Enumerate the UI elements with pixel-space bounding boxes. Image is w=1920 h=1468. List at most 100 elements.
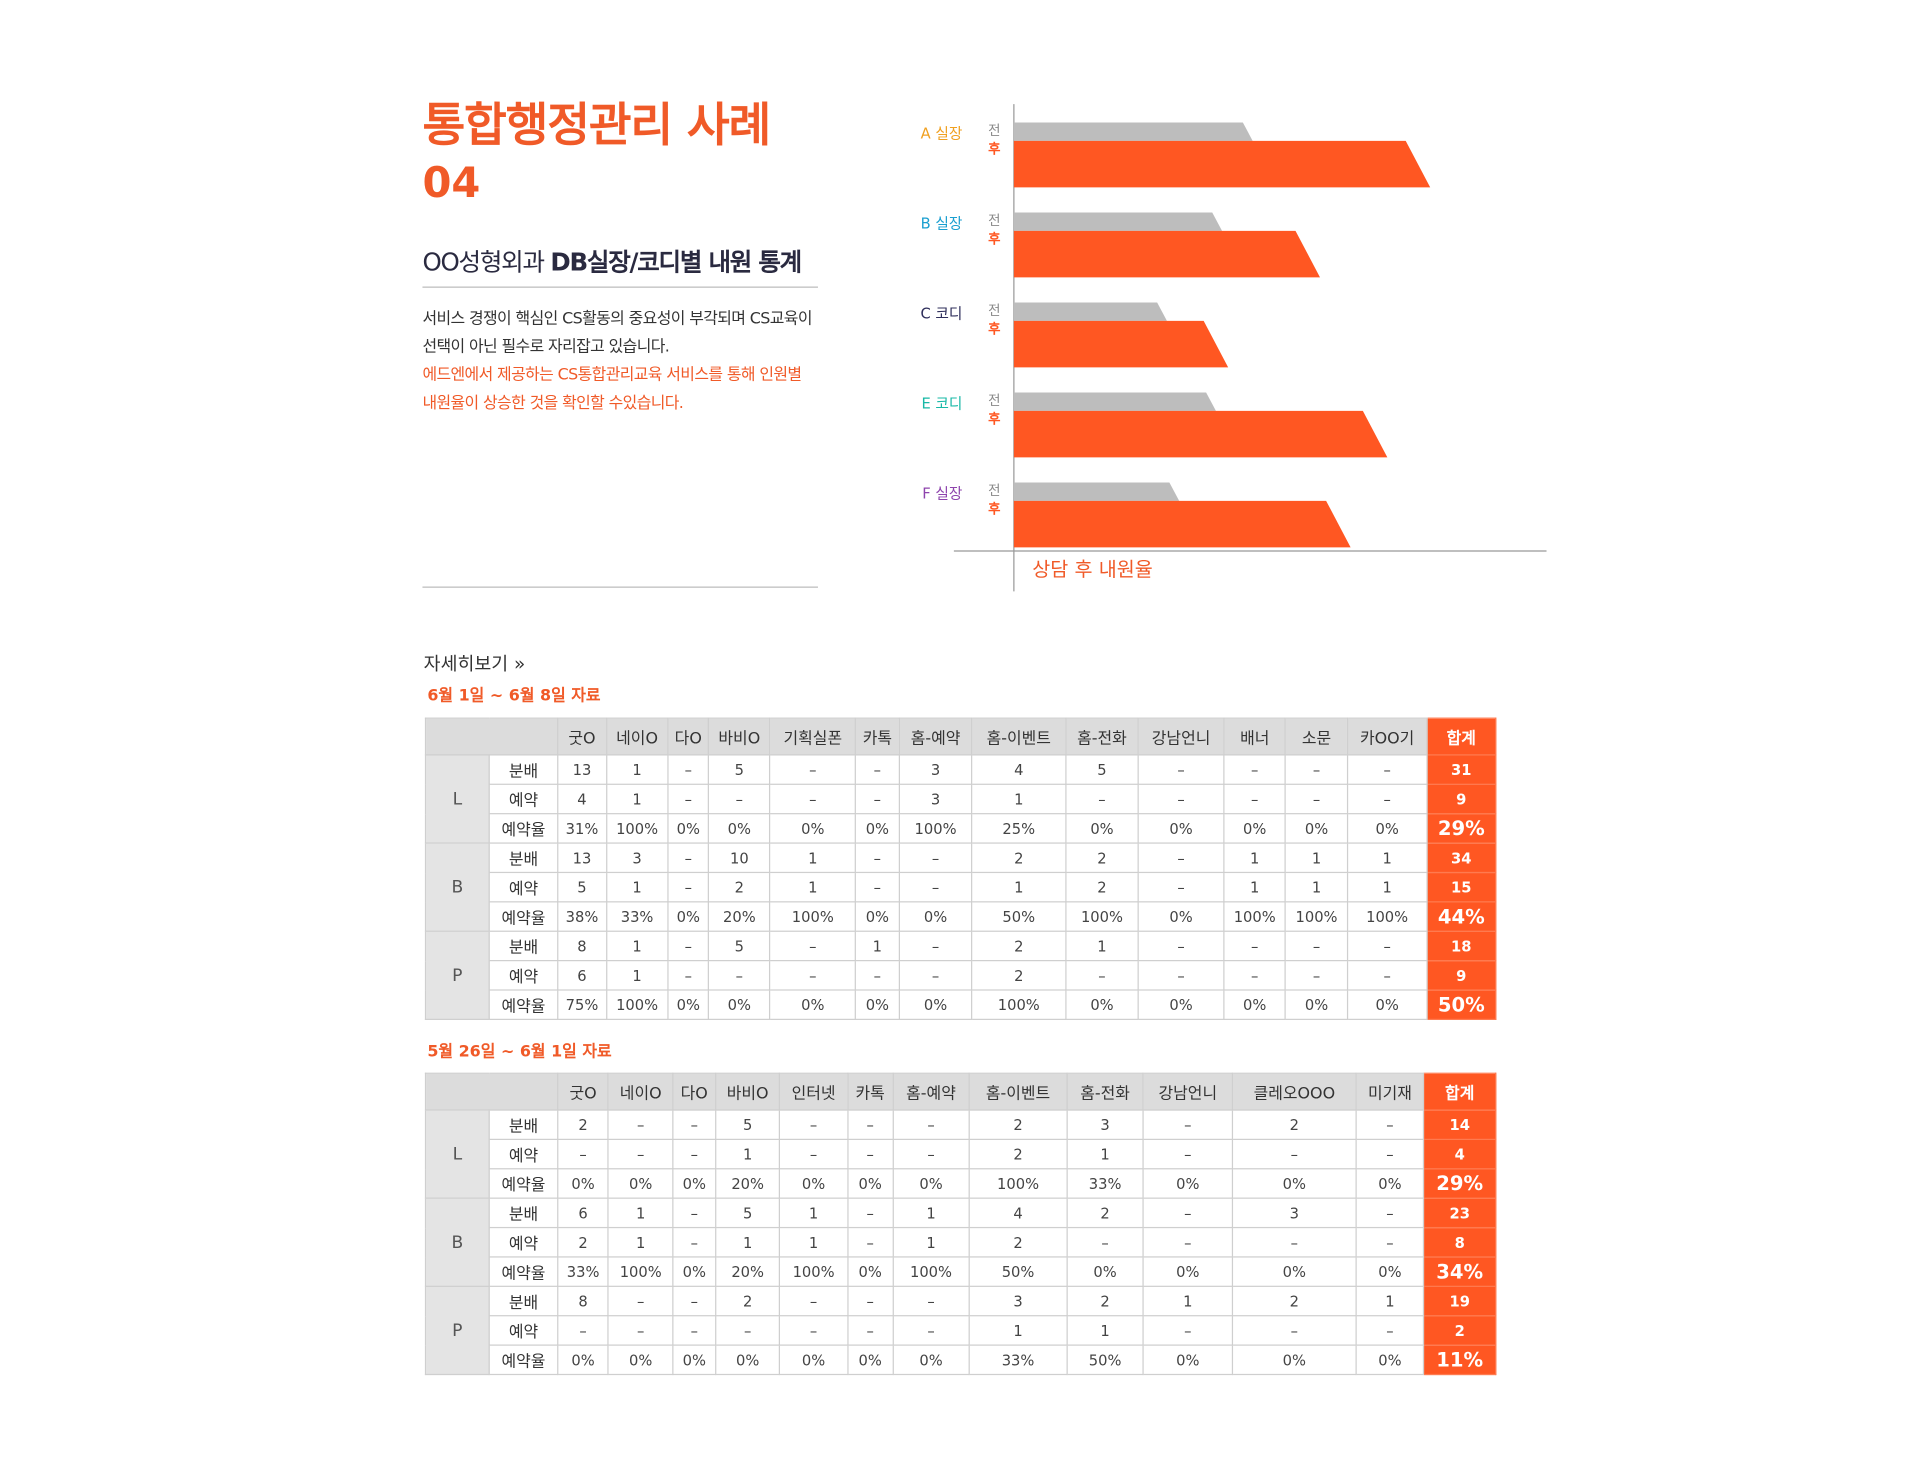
row-label: 예약	[488, 960, 559, 991]
cell: 1	[1223, 842, 1287, 874]
cell: 1	[971, 871, 1067, 903]
cell: 0%	[1355, 1256, 1425, 1287]
group-label: B	[424, 1197, 490, 1287]
cell: 0%	[557, 1168, 610, 1199]
series-label: 전	[988, 483, 1000, 499]
cell: 1	[779, 1197, 848, 1229]
cell: 0%	[1064, 989, 1139, 1021]
column-header: 합계	[1426, 717, 1497, 756]
cell: 1	[605, 783, 669, 815]
cell: 33%	[968, 1344, 1068, 1376]
total-cell: 50%	[1426, 989, 1497, 1021]
column-header: 강남언니	[1142, 1072, 1234, 1111]
cell: 0%	[1346, 989, 1428, 1021]
cell: 100%	[1346, 901, 1428, 932]
cell: –	[672, 1138, 717, 1170]
cell: 5	[707, 930, 771, 962]
cell: –	[672, 1315, 717, 1346]
cell: 2	[971, 842, 1067, 874]
cell: –	[557, 1315, 610, 1346]
cell: 0%	[607, 1344, 674, 1376]
cell: –	[769, 930, 857, 962]
body-line: 서비스 경쟁이 핵심인 CS활동의 중요성이 부각되며 CS교육이	[422, 309, 812, 329]
title: 통합행정관리 사례	[422, 97, 771, 152]
data-row: 예약 – – – – – – –1 1– – –2	[426, 1315, 1497, 1346]
cell: –	[1137, 842, 1225, 874]
cell: 100%	[968, 1168, 1068, 1199]
cell: 2	[1064, 871, 1139, 903]
cell: 0%	[1223, 813, 1287, 844]
column-header: 클레오OOO	[1231, 1072, 1357, 1111]
data-row: P 분배 8 1–5–1–2 1– – – –18	[424, 930, 1497, 1021]
cell: 33%	[557, 1256, 610, 1287]
cell: –	[846, 1315, 894, 1346]
cell: –	[779, 1138, 848, 1170]
total-cell: 23	[1423, 1197, 1497, 1229]
row-label: 예약율	[488, 1256, 559, 1287]
column-header: 인터넷	[779, 1072, 848, 1111]
cell: 0%	[672, 1168, 717, 1199]
data-row: 예약 4 1– – – –3 1– – – – –9	[426, 783, 1497, 815]
cell: 0%	[1137, 901, 1225, 932]
bar-after	[1013, 230, 1321, 278]
cell: –	[667, 783, 710, 815]
series-label: 후	[988, 411, 1000, 427]
cell: 0%	[854, 989, 900, 1021]
total-cell: 34%	[1423, 1256, 1497, 1287]
cell: –	[1285, 754, 1349, 785]
column-header: 다O	[667, 717, 710, 756]
cell: 1	[779, 1226, 848, 1258]
column-header: 홈-이벤트	[968, 1072, 1068, 1111]
cell: 0%	[1285, 813, 1349, 844]
cell: 2	[707, 871, 771, 903]
cell: –	[898, 871, 973, 903]
column-header: 기획실폰	[769, 717, 857, 756]
cell: –	[1223, 960, 1287, 991]
cell: 2	[1066, 1197, 1144, 1229]
series-label: 후	[988, 501, 1000, 517]
column-header: 소문	[1285, 717, 1349, 756]
row-label: 분배	[488, 1197, 559, 1229]
cell: –	[1137, 783, 1225, 815]
data-row: 예약 2 1–1 1–1 2– – – –8	[426, 1226, 1497, 1258]
cell: 1	[769, 871, 857, 903]
bar-before	[1013, 212, 1223, 231]
cell: –	[1231, 1138, 1357, 1170]
group-label: B	[424, 842, 490, 932]
cell: –	[779, 1315, 848, 1346]
category-label: E 코디	[921, 396, 962, 413]
cell: 0%	[1355, 1168, 1425, 1199]
total-cell: 34	[1426, 842, 1497, 874]
cell: 100%	[892, 1256, 970, 1287]
group-label: L	[424, 754, 490, 844]
cell: 0%	[1064, 813, 1139, 844]
cell: 0%	[854, 901, 900, 932]
cell: 0%	[1066, 1256, 1144, 1287]
cell: 1	[971, 783, 1067, 815]
period-label: 6월 1일 ~ 6월 8일 자료	[427, 686, 601, 706]
cell: –	[672, 1285, 717, 1317]
cell: 1	[1346, 842, 1428, 874]
header-row: 굿O 네이O 다O 바비O 인터넷 카톡 홈-예약 홈-이벤트 홈-전화 강남언니 클레오OOO 미기…	[424, 1072, 1497, 1111]
cell: 100%	[898, 813, 973, 844]
cell: –	[1064, 783, 1139, 815]
data-row: L 분배 2– –5– – –2 3–2–14	[424, 1109, 1497, 1199]
subtitle-light: OO성형외과	[422, 247, 545, 277]
cell: 33%	[1066, 1168, 1144, 1199]
cell: –	[1285, 960, 1349, 991]
cell: –	[1142, 1109, 1234, 1141]
cell: –	[707, 783, 771, 815]
cell: 0%	[846, 1344, 894, 1376]
cell: 1	[1285, 871, 1349, 903]
cell: –	[1142, 1226, 1234, 1258]
column-header: 바비O	[707, 717, 771, 756]
cell: –	[1231, 1226, 1357, 1258]
cell: 0%	[1231, 1168, 1357, 1199]
more-link[interactable]: 자세히보기 »	[423, 652, 526, 675]
cell: –	[1137, 871, 1225, 903]
cell: –	[854, 783, 900, 815]
group-label: P	[424, 1285, 490, 1376]
data-row: L 분배 13 1–5– –3 4 5– – – –31	[424, 754, 1497, 844]
cell: 0%	[1285, 989, 1349, 1021]
total-cell: 15	[1426, 871, 1497, 903]
